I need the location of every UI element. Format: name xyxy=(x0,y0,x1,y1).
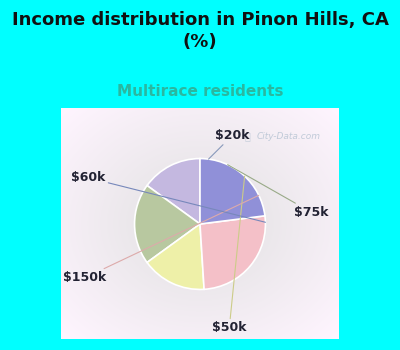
Wedge shape xyxy=(147,159,200,224)
Wedge shape xyxy=(200,216,266,289)
Text: Multirace residents: Multirace residents xyxy=(117,84,283,99)
Text: Income distribution in Pinon Hills, CA
(%): Income distribution in Pinon Hills, CA (… xyxy=(12,10,388,51)
Wedge shape xyxy=(134,186,200,262)
Text: ⦾: ⦾ xyxy=(244,131,250,141)
Wedge shape xyxy=(147,224,204,289)
Text: $20k: $20k xyxy=(208,129,250,159)
Text: City-Data.com: City-Data.com xyxy=(257,132,321,141)
Wedge shape xyxy=(200,159,265,224)
Text: $60k: $60k xyxy=(71,171,266,222)
Text: $75k: $75k xyxy=(228,165,329,219)
Text: $150k: $150k xyxy=(63,195,259,285)
Text: $50k: $50k xyxy=(212,176,246,335)
